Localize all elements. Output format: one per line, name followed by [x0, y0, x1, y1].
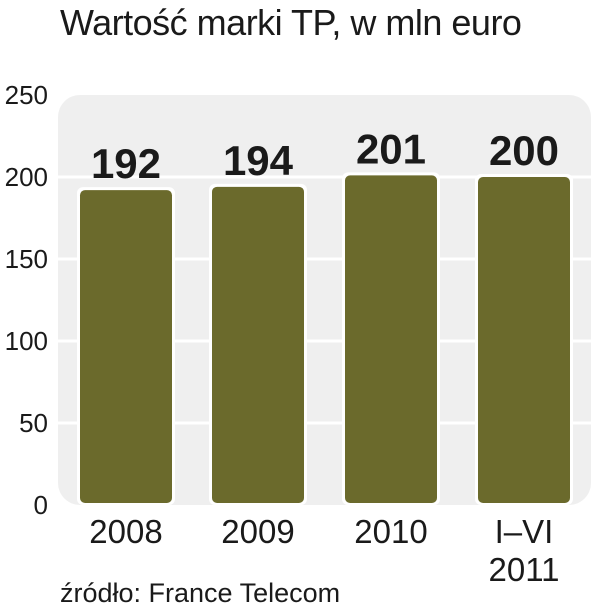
y-tick-label: 50	[19, 408, 48, 438]
value-label: 201	[356, 125, 426, 172]
bars	[77, 172, 573, 506]
value-label: 200	[489, 127, 559, 174]
y-axis-ticks: 0 50 100 150 200 250	[5, 80, 48, 520]
category-label: 2010	[354, 513, 427, 550]
chart-title: Wartość marki TP, w mln euro	[60, 2, 522, 43]
source-note: źródło: France Telecom	[60, 578, 341, 608]
value-label: 194	[223, 137, 294, 184]
category-label: I–VI	[495, 513, 554, 550]
category-label: 2008	[89, 513, 162, 550]
plot-background	[58, 95, 591, 505]
value-label: 192	[91, 140, 161, 187]
bar	[345, 175, 437, 504]
y-tick-label: 0	[34, 490, 48, 520]
bar	[212, 186, 304, 503]
category-label: 2009	[221, 513, 294, 550]
y-tick-label: 250	[5, 80, 48, 110]
y-tick-label: 100	[5, 326, 48, 356]
bar	[478, 177, 570, 503]
y-tick-label: 150	[5, 244, 48, 274]
category-label: 2011	[489, 551, 560, 588]
y-tick-label: 200	[5, 162, 48, 192]
value-labels: 192 194 201 200	[91, 125, 559, 187]
bar	[80, 190, 172, 503]
